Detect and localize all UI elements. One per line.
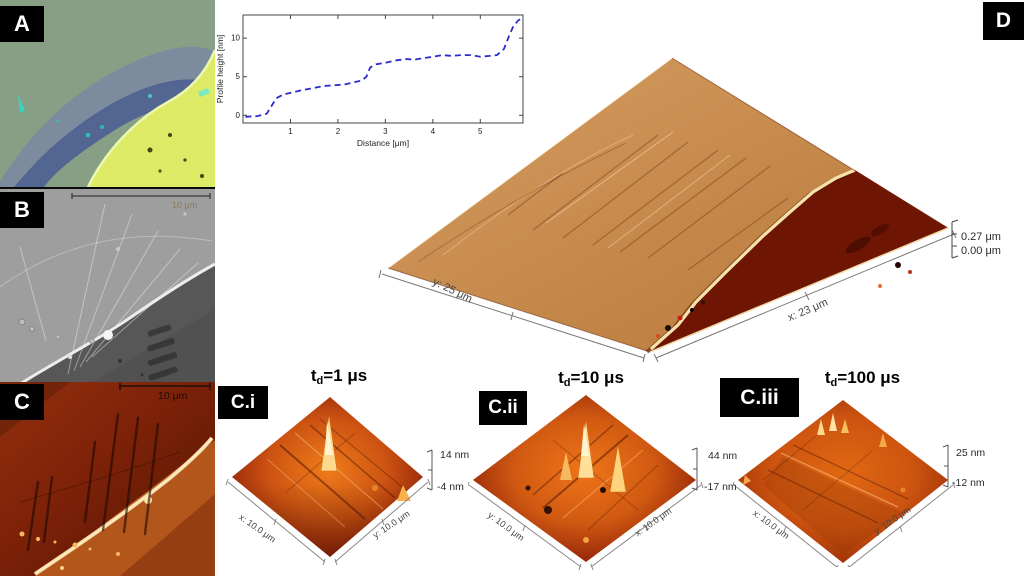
plateau-edge-highlights xyxy=(387,57,949,353)
flake-edge-highlight xyxy=(19,262,215,384)
y-tick-label: 0 xyxy=(236,111,241,120)
droplet-particles xyxy=(18,212,187,377)
z-scale-bracket xyxy=(951,219,959,259)
ci-title-rest: =1 μs xyxy=(323,366,368,385)
z-scale-bracket xyxy=(942,444,949,488)
scale-bar-label: 10 μm xyxy=(172,200,198,210)
substrate-dark-region xyxy=(651,170,948,351)
spikes xyxy=(320,414,411,501)
y-tick-label: 5 xyxy=(236,72,241,81)
spikes xyxy=(743,413,906,493)
ci-title: td=1 μs xyxy=(293,366,385,387)
ciii-title-base: t xyxy=(824,368,831,387)
plot-frame xyxy=(242,14,524,124)
patterned-bars xyxy=(147,324,178,381)
bright-particles xyxy=(19,531,120,570)
cii-title: td=10 μs xyxy=(541,368,641,389)
afm-3d-surface-1us xyxy=(225,397,433,565)
d-z-scale-min: 0.00 μm xyxy=(961,245,1001,257)
scale-bar-label: 10 μm xyxy=(158,390,188,402)
cii-title-base: t xyxy=(558,368,564,387)
profile-curve xyxy=(245,17,523,118)
ciii-title-rest: =100 μs xyxy=(837,368,901,387)
scratch-trenches xyxy=(19,412,181,552)
profile-plot: 1 2 3 4 5 0 5 10 Distance [μm] Profile height [nm… xyxy=(215,14,524,148)
surface-shading xyxy=(232,397,423,557)
bright-edge-band xyxy=(33,436,215,576)
ciii-title-sub: d xyxy=(830,377,838,389)
x-tick-label: 3 xyxy=(383,127,388,136)
panel-label-d: D xyxy=(983,2,1024,40)
scratch-lines xyxy=(417,131,789,271)
afm-3d-surface-10us xyxy=(468,395,704,570)
x-tick-label: 2 xyxy=(336,127,341,136)
panel-ci-afm-3d xyxy=(225,393,435,565)
panel-c-afm-image: 10 μm C xyxy=(0,382,215,576)
ci-z-scale-max: 14 nm xyxy=(440,449,470,461)
panel-label-c: C xyxy=(0,384,44,420)
surface-diamond xyxy=(473,395,696,562)
height-profile-chart: 1 2 3 4 5 0 5 10 Distance [μm] Profile height [nm… xyxy=(215,0,530,150)
spikes xyxy=(560,419,627,543)
panel-label-a: A xyxy=(0,6,44,42)
panel-label-b: B xyxy=(0,192,44,228)
ciii-z-scale-max: 25 nm xyxy=(956,447,986,459)
scale-bar-line xyxy=(119,383,211,390)
pits xyxy=(525,485,606,514)
xy-axis-lines xyxy=(733,481,956,567)
panel-b-sem-image: 10 μm B xyxy=(0,187,215,384)
ridge-lines xyxy=(762,429,909,524)
surface-specks xyxy=(18,88,210,178)
cii-title-sub: d xyxy=(563,377,571,389)
cii-title-rest: =10 μs xyxy=(570,368,624,387)
afm-3d-surface-100us xyxy=(733,400,956,567)
ci-title-base: t xyxy=(310,366,317,385)
y-axis-label: Profile height [nm] xyxy=(215,35,225,104)
panel-label-ciii: C.iii xyxy=(720,378,799,417)
cii-z-scale-max: 44 nm xyxy=(708,450,738,462)
x-tick-label: 1 xyxy=(288,127,293,136)
x-tick-label: 5 xyxy=(478,127,483,136)
cii-z-scale-min: -17 nm xyxy=(704,481,737,493)
ridge-lines xyxy=(266,418,408,528)
substrate-shading xyxy=(90,309,215,384)
xy-axis-lines xyxy=(468,481,704,570)
ciii-z-scale-min: -12 nm xyxy=(952,477,985,489)
z-scale-bracket xyxy=(426,449,433,491)
grayscale-micrograph xyxy=(0,189,215,384)
ci-z-scale-min: -4 nm xyxy=(437,481,464,493)
facet-shading xyxy=(763,457,903,555)
panel-cii-afm-3d xyxy=(468,390,706,570)
panel-d-afm-3d xyxy=(358,40,998,365)
xy-axis-lines xyxy=(378,229,957,363)
ciii-title: td=100 μs xyxy=(810,368,915,389)
optical-micrograph xyxy=(0,0,215,187)
panel-a-optical-image: A xyxy=(0,0,215,187)
x-tick-label: 4 xyxy=(431,127,436,136)
y-tick-label: 10 xyxy=(231,34,240,43)
ci-title-sub: d xyxy=(316,375,324,387)
z-scale-bracket xyxy=(691,447,698,491)
afm-topography-3d-large xyxy=(378,57,959,363)
xy-axis-lines xyxy=(225,478,431,565)
d-z-scale-max: 0.27 μm xyxy=(961,231,1001,243)
x-axis-label: Distance [μm] xyxy=(357,138,409,148)
debris-particles xyxy=(656,223,912,338)
panel-ciii-afm-3d xyxy=(733,395,963,567)
bright-flake-region xyxy=(86,49,215,187)
scale-bar-line xyxy=(71,193,211,199)
panel-label-ci: C.i xyxy=(218,386,268,419)
panel-label-cii: C.ii xyxy=(479,391,527,425)
